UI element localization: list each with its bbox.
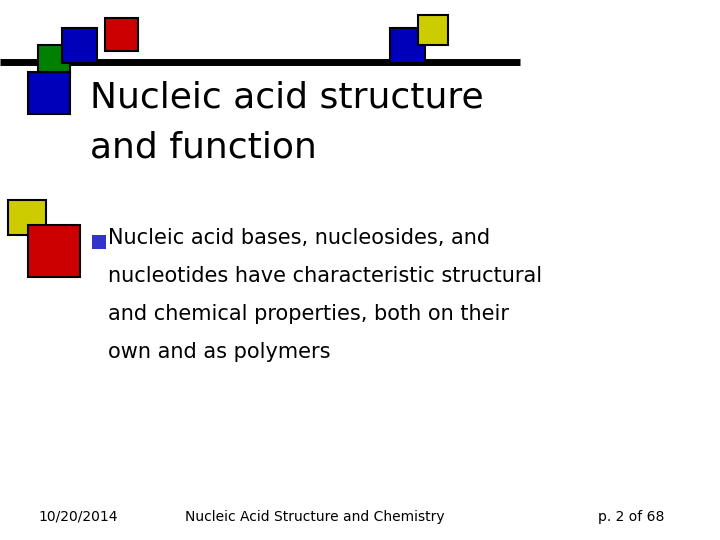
Bar <box>38 45 70 77</box>
Bar <box>390 28 425 63</box>
Bar <box>418 15 448 45</box>
Text: and chemical properties, both on their: and chemical properties, both on their <box>108 304 509 324</box>
Text: Nucleic acid bases, nucleosides, and: Nucleic acid bases, nucleosides, and <box>108 228 490 248</box>
Text: p. 2 of 68: p. 2 of 68 <box>598 510 665 524</box>
Bar <box>62 28 97 63</box>
Bar <box>8 200 46 235</box>
Text: and function: and function <box>90 130 317 164</box>
Text: Nucleic acid structure: Nucleic acid structure <box>90 80 484 114</box>
Text: Nucleic Acid Structure and Chemistry: Nucleic Acid Structure and Chemistry <box>185 510 445 524</box>
Text: 10/20/2014: 10/20/2014 <box>38 510 117 524</box>
Bar <box>28 225 80 277</box>
Bar <box>28 72 70 114</box>
Text: nucleotides have characteristic structural: nucleotides have characteristic structur… <box>108 266 542 286</box>
Bar <box>92 235 106 249</box>
Text: own and as polymers: own and as polymers <box>108 342 330 362</box>
Bar <box>105 18 138 51</box>
